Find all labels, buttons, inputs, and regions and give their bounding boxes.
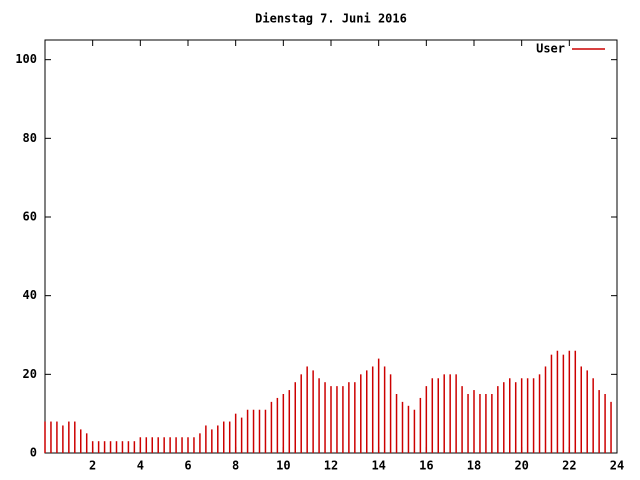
chart-title: Dienstag 7. Juni 2016 bbox=[255, 12, 407, 26]
x-tick-label: 4 bbox=[137, 459, 144, 473]
y-tick-label: 0 bbox=[30, 446, 37, 460]
y-tick-label: 100 bbox=[15, 52, 37, 66]
x-tick-label: 22 bbox=[562, 459, 576, 473]
x-tick-label: 6 bbox=[184, 459, 191, 473]
x-tick-label: 24 bbox=[610, 459, 624, 473]
x-tick-label: 12 bbox=[324, 459, 338, 473]
x-tick-label: 18 bbox=[467, 459, 481, 473]
legend-label: User bbox=[536, 42, 565, 56]
x-tick-label: 8 bbox=[232, 459, 239, 473]
x-tick-label: 16 bbox=[419, 459, 433, 473]
y-tick-label: 80 bbox=[23, 131, 37, 145]
y-tick-label: 20 bbox=[23, 367, 37, 381]
x-tick-label: 20 bbox=[514, 459, 528, 473]
y-tick-label: 40 bbox=[23, 288, 37, 302]
x-tick-label: 14 bbox=[371, 459, 385, 473]
x-tick-label: 2 bbox=[89, 459, 96, 473]
x-tick-label: 10 bbox=[276, 459, 290, 473]
y-tick-label: 60 bbox=[23, 210, 37, 224]
